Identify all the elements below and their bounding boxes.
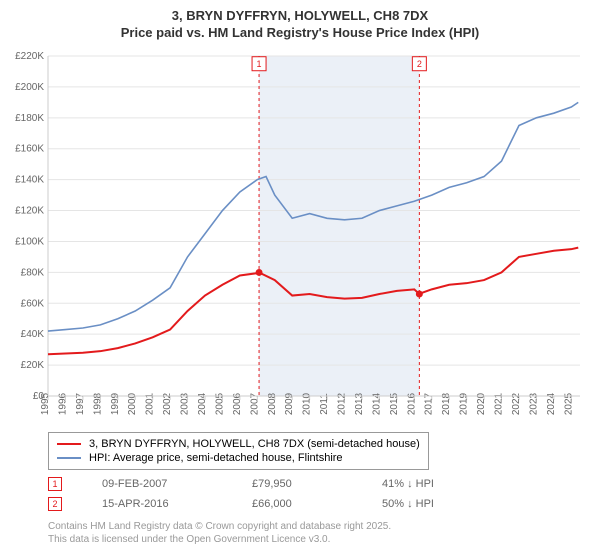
legend-swatch (57, 443, 81, 445)
svg-text:£120K: £120K (15, 205, 44, 216)
marker-delta: 41% ↓ HPI (382, 478, 434, 490)
marker-row: 2 15-APR-2016 £66,000 50% ↓ HPI (48, 494, 590, 514)
legend-item: 3, BRYN DYFFRYN, HOLYWELL, CH8 7DX (semi… (57, 437, 420, 451)
footer: Contains HM Land Registry data © Crown c… (48, 520, 590, 546)
legend-item: HPI: Average price, semi-detached house,… (57, 451, 420, 465)
svg-text:£100K: £100K (15, 236, 44, 247)
svg-text:£180K: £180K (15, 113, 44, 124)
svg-text:2: 2 (417, 59, 422, 69)
marker-number: 1 (48, 477, 62, 491)
svg-text:£220K: £220K (15, 51, 44, 62)
marker-number: 2 (48, 497, 62, 511)
svg-text:£140K: £140K (15, 175, 44, 186)
chart-title-line1: 3, BRYN DYFFRYN, HOLYWELL, CH8 7DX (10, 8, 590, 25)
svg-text:£80K: £80K (21, 267, 45, 278)
svg-text:1: 1 (257, 59, 262, 69)
footer-line1: Contains HM Land Registry data © Crown c… (48, 520, 590, 533)
marker-table: 1 09-FEB-2007 £79,950 41% ↓ HPI 2 15-APR-2016… (48, 474, 590, 514)
legend: 3, BRYN DYFFRYN, HOLYWELL, CH8 7DX (semi… (48, 432, 429, 470)
chart: £0£20K£40K£60K£80K£100K£120K£140K£160K£1… (10, 46, 590, 426)
svg-text:£200K: £200K (15, 82, 44, 93)
legend-swatch (57, 457, 81, 459)
chart-title-line2: Price paid vs. HM Land Registry's House … (10, 25, 590, 40)
marker-date: 15-APR-2016 (102, 498, 212, 510)
footer-line2: This data is licensed under the Open Gov… (48, 533, 590, 546)
marker-price: £66,000 (252, 498, 342, 510)
legend-label: 3, BRYN DYFFRYN, HOLYWELL, CH8 7DX (semi… (89, 438, 420, 450)
marker-price: £79,950 (252, 478, 342, 490)
svg-text:£60K: £60K (21, 298, 45, 309)
svg-text:£40K: £40K (21, 329, 45, 340)
marker-date: 09-FEB-2007 (102, 478, 212, 490)
marker-delta: 50% ↓ HPI (382, 498, 434, 510)
marker-row: 1 09-FEB-2007 £79,950 41% ↓ HPI (48, 474, 590, 494)
svg-text:£20K: £20K (21, 360, 45, 371)
svg-text:£160K: £160K (15, 144, 44, 155)
legend-label: HPI: Average price, semi-detached house,… (89, 452, 343, 464)
